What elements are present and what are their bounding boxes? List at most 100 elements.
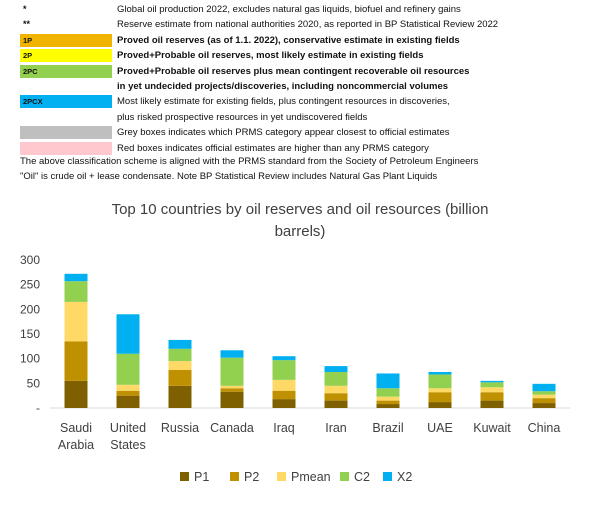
chart-title-line-2: barrels)	[274, 223, 326, 240]
bar-x2-russia	[168, 339, 192, 349]
bar-p1-uae	[428, 402, 452, 408]
chart-title-line-1: Top 10 countries by oil reserves and oil…	[111, 201, 489, 218]
legend-swatch	[20, 141, 112, 155]
bar-pmean-brazil	[376, 396, 400, 401]
x-category-label: States	[110, 438, 145, 452]
legend-swatch: 1P	[20, 33, 112, 47]
bar-c2-united-states	[116, 353, 140, 385]
legend-row-text: Red boxes indicates official estimates a…	[117, 142, 429, 154]
bar-c2-uae	[428, 374, 452, 389]
bar-c2-canada	[220, 357, 244, 386]
legend-label-p1: P1	[194, 470, 209, 484]
legend-row-text: Proved+Probable oil reserves plus mean c…	[117, 65, 470, 77]
footnote-row: * Global oil production 2022, excludes na…	[20, 2, 580, 17]
y-tick-label: 250	[20, 278, 40, 292]
legend-row: Grey boxes indicates which PRMS category…	[20, 125, 580, 140]
bar-p2-iraq	[272, 390, 296, 400]
x-category-label: Arabia	[58, 438, 94, 452]
bar-c2-china	[532, 391, 556, 395]
bar-pmean-iran	[324, 385, 348, 394]
y-tick-label: -	[36, 401, 40, 415]
bar-c2-kuwait	[480, 382, 504, 388]
bar-p1-china	[532, 403, 556, 408]
bar-p1-russia	[168, 385, 192, 408]
bar-x2-brazil	[376, 373, 400, 389]
legend-row-text: plus risked prospective resources in yet…	[117, 111, 368, 123]
legend-row: 2PCX Most likely estimate for existing fi…	[20, 94, 580, 109]
bar-p2-kuwait	[480, 392, 504, 401]
x-category-label: United	[110, 421, 146, 435]
bar-p1-saudi-arabia	[64, 380, 88, 408]
bar-c2-brazil	[376, 388, 400, 397]
bar-x2-canada	[220, 350, 244, 358]
legend-swatch	[20, 110, 112, 124]
bar-x2-saudi-arabia	[64, 273, 88, 282]
bar-p1-brazil	[376, 404, 400, 408]
legend-row-text: Grey boxes indicates which PRMS category…	[117, 127, 450, 139]
bar-pmean-canada	[220, 385, 244, 389]
legend-row: 2P Proved+Probable oil reserves, most lik…	[20, 48, 580, 63]
legend-swatch	[20, 126, 112, 140]
legend-row-text: Reserve estimate from national authoriti…	[117, 19, 499, 31]
bar-c2-saudi-arabia	[64, 281, 88, 302]
bar-x2-china	[532, 383, 556, 392]
bar-x2-iran	[324, 366, 348, 372]
x-category-label: Russia	[161, 421, 199, 435]
legend-row: plus risked prospective resources in yet…	[20, 110, 580, 125]
legend-label-pmean: Pmean	[291, 470, 331, 484]
x-category-label: Canada	[210, 421, 254, 435]
legend-label-p2: P2	[244, 470, 259, 484]
bar-pmean-saudi-arabia	[64, 301, 88, 342]
oil-definition-note: "Oil" is crude oil + lease condensate. N…	[20, 171, 438, 182]
chart-title: Top 10 countries by oil reserves and oil…	[0, 199, 600, 243]
footnote-row: ** Reserve estimate from national authori…	[20, 17, 580, 32]
legend-marker-c2	[340, 472, 349, 481]
bar-p2-russia	[168, 370, 192, 386]
bar-c2-russia	[168, 348, 192, 362]
legend-marker-p2	[230, 472, 239, 481]
bar-x2-united-states	[116, 314, 140, 354]
classification-legend-table: * Global oil production 2022, excludes na…	[20, 2, 580, 156]
footnote-marker: *	[23, 4, 27, 14]
bar-p2-uae	[428, 392, 452, 403]
bar-pmean-united-states	[116, 384, 140, 391]
bar-p2-china	[532, 398, 556, 404]
bar-p1-canada	[220, 391, 244, 408]
bar-pmean-china	[532, 394, 556, 399]
x-category-label: Kuwait	[473, 421, 511, 435]
bar-c2-iraq	[272, 360, 296, 380]
y-tick-label: 50	[27, 376, 41, 390]
legend-marker-x2	[383, 472, 392, 481]
y-tick-label: 200	[20, 302, 40, 316]
bar-x2-uae	[428, 371, 452, 375]
legend-row: 1P Proved oil reserves (as of 1.1. 2022),…	[20, 33, 580, 48]
bar-x2-iraq	[272, 356, 296, 361]
bar-pmean-russia	[168, 361, 192, 371]
legend-row-text: in yet undecided projects/discoveries, i…	[117, 80, 449, 92]
x-category-label: Brazil	[372, 421, 403, 435]
bar-p1-united-states	[116, 395, 140, 408]
bar-pmean-iraq	[272, 379, 296, 391]
x-category-label: Iraq	[273, 421, 295, 435]
x-category-label: China	[528, 421, 561, 435]
legend-row-text: Global oil production 2022, excludes nat…	[117, 4, 461, 15]
bar-p2-brazil	[376, 400, 400, 405]
legend-row: in yet undecided projects/discoveries, i…	[20, 79, 580, 94]
legend-swatch	[20, 79, 112, 93]
legend-marker-pmean	[277, 472, 286, 481]
bar-pmean-kuwait	[480, 387, 504, 393]
bar-p1-iran	[324, 400, 348, 408]
bar-p1-kuwait	[480, 400, 504, 408]
bar-p2-iran	[324, 393, 348, 401]
legend-swatch: 2PC	[20, 64, 112, 78]
prms-alignment-note: The above classification scheme is align…	[20, 156, 479, 167]
legend-row-text: Most likely estimate for existing fields…	[117, 96, 450, 108]
bar-p2-canada	[220, 388, 244, 392]
legend-swatch: 2PCX	[20, 95, 112, 109]
x-category-label: UAE	[427, 421, 453, 435]
bar-p2-united-states	[116, 390, 140, 396]
bar-c2-iran	[324, 371, 348, 386]
legend-row-text: Proved oil reserves (as of 1.1. 2022), c…	[117, 34, 460, 46]
y-tick-label: 150	[20, 327, 40, 341]
